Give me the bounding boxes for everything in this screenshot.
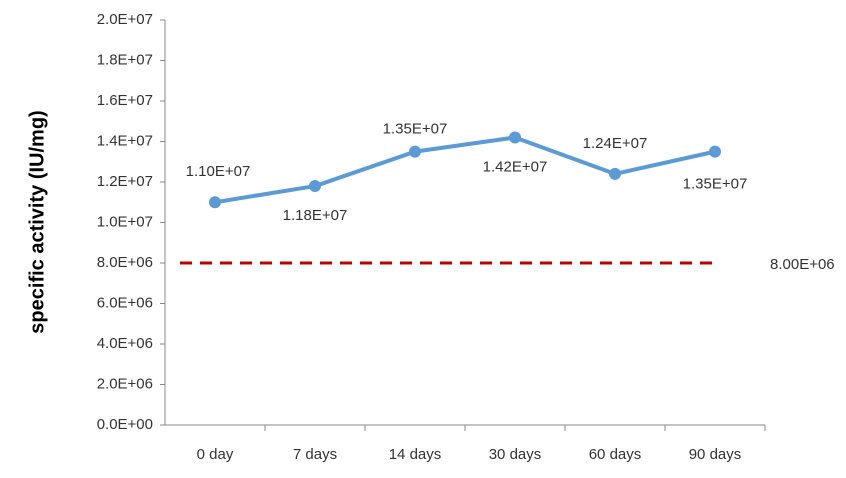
y-tick-label: 2.0E+07 [97,11,153,28]
data-label: 1.10E+07 [186,163,251,180]
data-label: 1.18E+07 [283,207,348,224]
reference-label: 8.00E+06 [770,256,835,273]
y-tick-label: 1.2E+07 [97,173,153,190]
x-tick-label: 60 days [589,446,642,463]
y-tick-label: 6.0E+06 [97,294,153,311]
x-tick-label: 30 days [489,446,542,463]
data-point [709,145,721,158]
y-tick-label: 1.4E+07 [97,132,153,149]
y-tick-label: 1.8E+07 [97,51,153,68]
data-point [409,145,421,158]
y-tick-label: 1.0E+07 [97,213,153,230]
y-tick-label: 1.6E+07 [97,92,153,109]
data-label: 1.35E+07 [683,176,748,193]
y-tick-label: 8.0E+06 [97,254,153,271]
data-label: 1.35E+07 [383,121,448,138]
data-point [509,131,521,144]
data-label: 1.24E+07 [583,135,648,152]
y-tick-label: 4.0E+06 [97,335,153,352]
data-point [209,196,221,209]
x-tick-label: 7 days [293,446,337,463]
series-line [214,135,716,205]
y-axis-title: specific activity (IU/mg) [26,110,48,333]
data-point [309,180,321,193]
data-label: 1.42E+07 [483,158,548,175]
x-tick-label: 90 days [689,446,742,463]
y-tick-label: 2.0E+06 [97,375,153,392]
x-tick-label: 14 days [389,446,442,463]
data-point [609,167,621,180]
y-tick-label: 0.0E+00 [97,416,153,433]
x-tick-label: 0 day [197,446,234,463]
